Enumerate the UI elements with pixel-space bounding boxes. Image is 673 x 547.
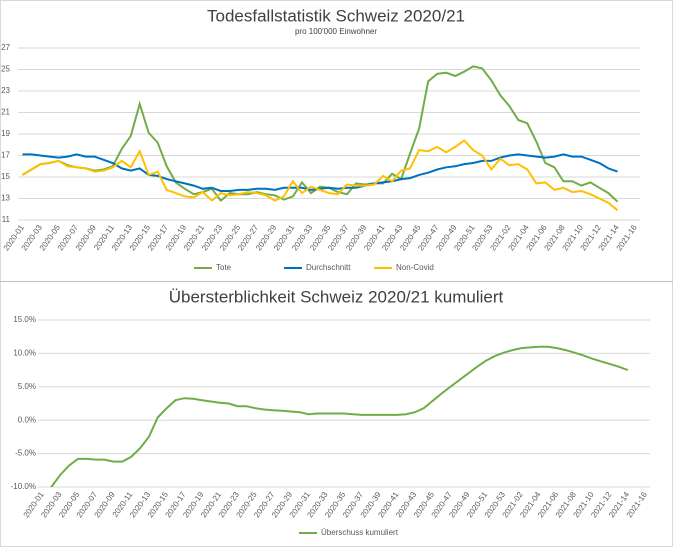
y-tick-label: 13: [1, 194, 10, 203]
legend-label: Non-Covid: [396, 263, 434, 272]
series-line: [21, 139, 619, 212]
y-tick-label: 27: [1, 43, 10, 52]
y-tick-label: 17: [1, 151, 10, 160]
legend-label: Durchschnitt: [306, 263, 351, 272]
series-line: [22, 153, 618, 192]
series-line: [21, 65, 619, 203]
y-tick-label: 21: [1, 108, 10, 117]
y-tick-label: 25: [1, 65, 10, 74]
y-tick-label: 23: [1, 86, 10, 95]
chart-title: Übersterblichkeit Schweiz 2020/21 kumuli…: [169, 287, 504, 306]
y-tick-label: 15.0%: [13, 315, 36, 324]
y-tick-label: -5.0%: [15, 449, 36, 458]
series-line: [50, 345, 629, 487]
y-tick-label: -10.0%: [11, 482, 36, 491]
y-tick-label: 11: [2, 215, 11, 224]
y-tick-label: 15: [1, 172, 10, 181]
chart-title: Todesfallstatistik Schweiz 2020/21: [207, 6, 465, 25]
legend-label: Überschuss kumuliert: [321, 528, 399, 537]
chart-subtitle: pro 100'000 Einwohner: [295, 27, 377, 36]
y-tick-label: 0.0%: [18, 415, 36, 424]
legend-label: Tote: [216, 263, 232, 272]
y-tick-label: 19: [1, 129, 10, 138]
y-tick-label: 5.0%: [18, 382, 36, 391]
y-tick-label: 10.0%: [13, 349, 36, 358]
